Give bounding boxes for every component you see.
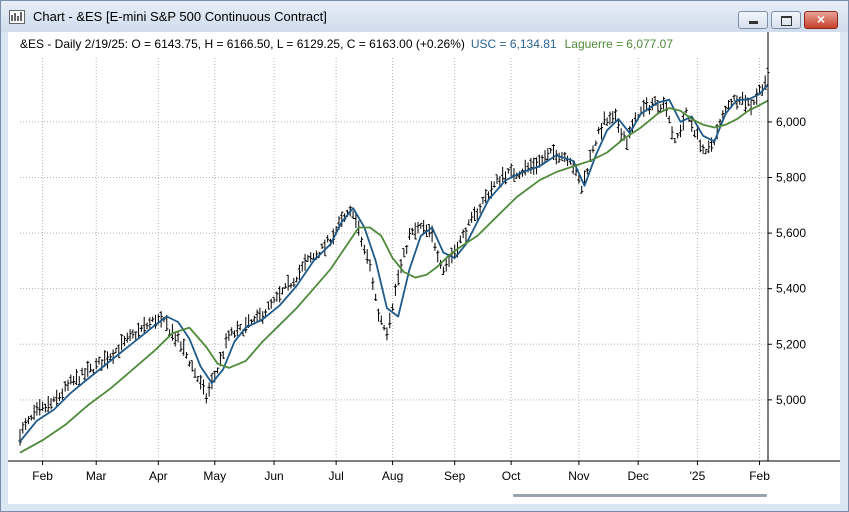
x-tick-label: '25 — [690, 469, 706, 483]
x-tick-label: Sep — [444, 469, 466, 483]
x-tick-label: Oct — [502, 469, 521, 483]
window-title: Chart - &ES [E-mini S&P 500 Continuous C… — [33, 9, 327, 24]
close-icon: × — [816, 11, 826, 27]
x-tick-label: Feb — [32, 469, 53, 483]
y-tick-label: 5,400 — [776, 282, 806, 296]
series-line-usc — [19, 83, 769, 443]
minimize-icon — [749, 21, 758, 24]
x-tick-label: Feb — [749, 469, 770, 483]
laguerre-value-label: Laguerre = 6,077.07 — [564, 37, 674, 51]
symbol-ohlc-text: &ES - Daily 2/19/25: O = 6143.75, H = 61… — [20, 37, 465, 51]
y-tick-label: 5,600 — [776, 226, 806, 240]
x-tick-label: Jun — [264, 469, 283, 483]
y-tick-label: 6,000 — [776, 115, 806, 129]
price-chart[interactable]: 5,000 5,200 5,400 5,600 5,800 6,000 Feb Mar Apr M… — [8, 32, 840, 504]
minimize-button[interactable] — [738, 11, 768, 29]
y-tick-label: 5,000 — [776, 393, 806, 407]
chart-app-icon — [9, 10, 25, 24]
y-tick-label: 5,200 — [776, 337, 806, 351]
x-tick-label: Nov — [568, 469, 589, 483]
maximize-icon — [781, 16, 792, 26]
x-tick-label: Dec — [627, 469, 648, 483]
x-tick-label: Aug — [382, 469, 403, 483]
x-tick-label: Apr — [149, 469, 168, 483]
usc-value-label: USC = 6,134.81 — [470, 37, 557, 51]
x-tick-label: May — [203, 469, 226, 483]
chart-area[interactable]: 5,000 5,200 5,400 5,600 5,800 6,000 Feb Mar Apr M… — [8, 32, 840, 504]
horizontal-scrollbar[interactable] — [513, 494, 767, 497]
x-tick-label: Jul — [328, 469, 343, 483]
y-tick-label: 5,800 — [776, 171, 806, 185]
title-bar[interactable]: Chart - &ES [E-mini S&P 500 Continuous C… — [1, 1, 848, 32]
indicator-lines — [19, 83, 769, 454]
series-line-laguerre — [19, 99, 769, 454]
chart-legend: &ES - Daily 2/19/25: O = 6143.75, H = 61… — [20, 37, 673, 51]
axes: 5,000 5,200 5,400 5,600 5,800 6,000 Feb Mar Apr M… — [8, 32, 840, 483]
close-button[interactable]: × — [804, 11, 838, 29]
x-tick-label: Mar — [86, 469, 107, 483]
maximize-button[interactable] — [771, 11, 801, 29]
